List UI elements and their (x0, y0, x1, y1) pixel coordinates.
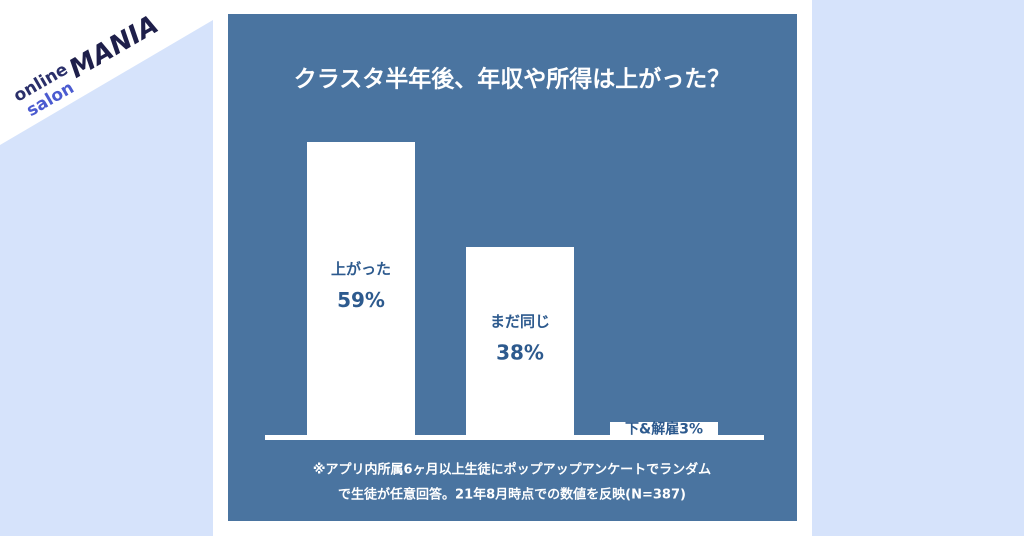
bar-label: 下&解雇3% (625, 421, 703, 438)
note: で生徒が任意回答。21年8月時点での数値を反映(N=387) (338, 487, 686, 503)
value-label: 59% (337, 288, 385, 312)
category-label: まだ同じ (490, 313, 550, 331)
bar (610, 422, 718, 437)
category-label: 下&解雇 (625, 421, 679, 438)
chart-title: クラスタ半年後、年収や所得は上がった？ (294, 66, 731, 93)
note: ※アプリ内所属6ヶ月以上生徒にポップアップアンケートでランダム (313, 462, 711, 478)
bar (307, 142, 415, 437)
bar (466, 247, 574, 437)
category-label: 上がった (331, 260, 391, 278)
corner (0, 0, 213, 145)
value-label: 3% (679, 422, 703, 438)
baseline (265, 435, 764, 440)
value-label: 38% (496, 341, 544, 365)
